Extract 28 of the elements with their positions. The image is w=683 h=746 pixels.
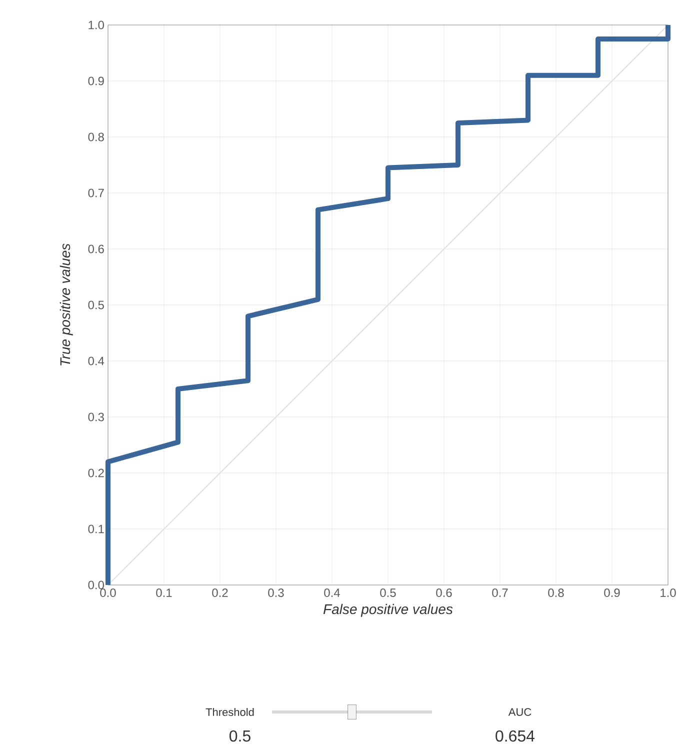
x-tick-label: 0.6 (436, 588, 452, 598)
x-tick-label: 1.0 (660, 588, 676, 598)
y-tick-label: 1.0 (88, 20, 104, 30)
text: AUC (508, 708, 532, 716)
x-axis-title: False positive values (323, 604, 453, 617)
x-tick-label: 0.7 (492, 588, 508, 598)
y-axis-title: True positive values (60, 244, 73, 366)
x-tick-label: 0.8 (548, 588, 564, 598)
x-tick-label: 0.4 (324, 588, 340, 598)
x-tick-label: 0.2 (212, 588, 228, 598)
x-tick-label: 0.5 (380, 588, 396, 598)
y-tick-label: 0.9 (88, 76, 104, 86)
x-tick-label: 0.0 (100, 588, 116, 598)
y-tick-label: 0.0 (88, 580, 104, 590)
text: 0.5 (230, 730, 250, 742)
y-tick-label: 0.5 (88, 300, 104, 310)
y-tick-label: 0.3 (88, 412, 104, 422)
y-tick-label: 0.1 (88, 524, 104, 534)
y-tick-label: 0.6 (88, 244, 104, 254)
y-tick-label: 0.7 (88, 188, 104, 198)
x-tick-label: 0.3 (268, 588, 284, 598)
y-tick-label: 0.4 (88, 356, 104, 366)
text: 0.654 (496, 730, 535, 742)
y-tick-label: 0.2 (88, 468, 104, 478)
x-tick-label: 0.1 (156, 588, 172, 598)
text: Threshold (206, 708, 254, 716)
y-tick-label: 0.8 (88, 132, 104, 142)
x-tick-label: 0.9 (604, 588, 620, 598)
